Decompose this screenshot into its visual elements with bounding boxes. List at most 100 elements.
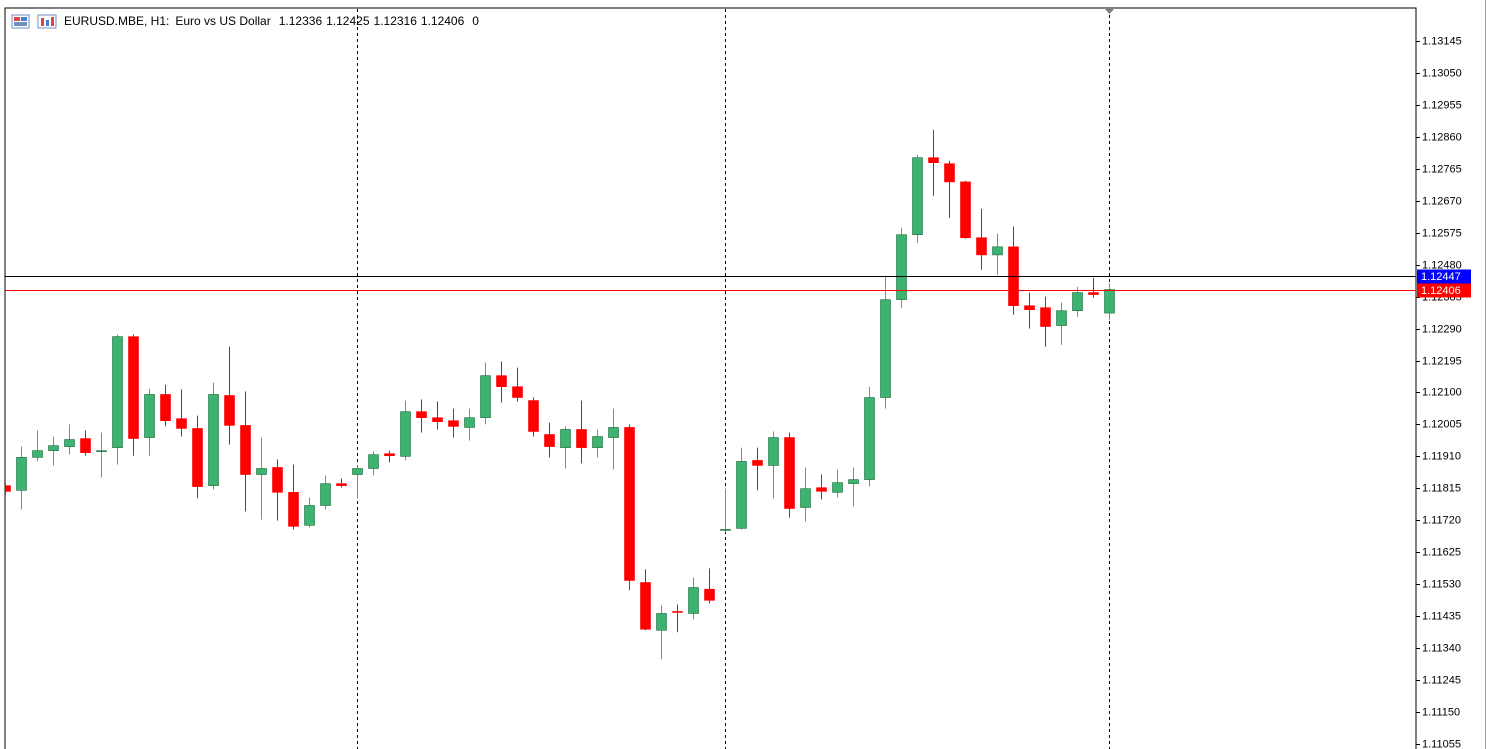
- y-tick-label: 1.11530: [1422, 578, 1461, 590]
- candle-body: [16, 457, 27, 491]
- candle-body: [304, 505, 315, 526]
- y-tick-label: 1.11245: [1422, 674, 1461, 686]
- candle-body: [96, 450, 107, 452]
- candle-body: [272, 467, 283, 493]
- candle-body: [416, 411, 427, 418]
- last-open: 1.12336: [279, 14, 323, 28]
- price-axis: 1.13145 1.13050 1.12955 1.12860 1.12765 1.126…: [1416, 35, 1471, 749]
- last-volume: 0: [472, 14, 479, 28]
- icon-part: [46, 20, 49, 26]
- last-low: 1.12316: [374, 14, 418, 28]
- candle-body: [1024, 305, 1035, 311]
- y-tick-label: 1.13050: [1422, 67, 1462, 79]
- icon-part: [41, 18, 44, 26]
- candle-body: [1088, 292, 1099, 295]
- candles: [5, 129, 1416, 660]
- y-tick-label: 1.12290: [1422, 323, 1462, 335]
- candle-body: [208, 394, 219, 486]
- y-tick-label: 1.11910: [1422, 450, 1461, 462]
- candle-body: [592, 436, 603, 448]
- candle-body: [80, 438, 91, 453]
- y-tick-label: 1.11435: [1422, 610, 1461, 622]
- candle-body: [944, 163, 955, 183]
- candle-body: [384, 453, 395, 456]
- candle-body: [240, 425, 251, 475]
- candle-body: [5, 485, 11, 492]
- y-tick-label: 1.11625: [1422, 546, 1461, 558]
- y-tick-label: 1.13145: [1422, 35, 1462, 47]
- candle-body: [160, 394, 171, 422]
- y-tick-label: 1.12575: [1422, 227, 1462, 239]
- candle-body: [864, 397, 875, 480]
- candle-body: [800, 488, 811, 508]
- icon-part: [14, 17, 20, 21]
- candle-body: [224, 395, 235, 426]
- candle-body: [736, 461, 747, 529]
- icon-part: [21, 17, 27, 21]
- candle-body: [832, 482, 843, 493]
- y-tick-label: 1.11720: [1422, 514, 1461, 526]
- candle-body: [64, 439, 75, 447]
- bid-label: 1.12406: [1421, 285, 1461, 297]
- candle-body: [880, 299, 891, 398]
- description: Euro vs US Dollar: [175, 14, 270, 28]
- plot-area: [4, 7, 1417, 749]
- candle-body: [992, 246, 1003, 256]
- y-tick-label: 1.12480: [1422, 259, 1462, 271]
- candle-body: [768, 437, 779, 466]
- candle-body: [1072, 292, 1083, 312]
- symbol: EURUSD.MBE, H1:: [64, 14, 169, 28]
- y-tick-label: 1.12100: [1422, 386, 1462, 398]
- candle-body: [112, 336, 123, 448]
- y-tick-label: 1.12670: [1422, 195, 1462, 207]
- candle-body: [608, 427, 619, 438]
- candle-body: [560, 429, 571, 448]
- y-tick-label: 1.12005: [1422, 418, 1462, 430]
- candle-body: [1104, 289, 1115, 314]
- candle-body: [512, 386, 523, 398]
- y-tick-label: 1.12955: [1422, 99, 1462, 111]
- y-tick-label: 1.11815: [1422, 482, 1461, 494]
- candle-body: [496, 375, 507, 388]
- bid-label-bg: [1417, 283, 1471, 298]
- y-tick-label: 1.11340: [1422, 642, 1461, 654]
- candle-body: [1040, 307, 1051, 327]
- candle-body: [464, 417, 475, 428]
- candle-body: [288, 492, 299, 527]
- candle-body: [912, 157, 923, 236]
- candle-body: [960, 181, 971, 239]
- y-tick-label: 1.12195: [1422, 355, 1462, 367]
- candle-body: [528, 400, 539, 432]
- candle-body: [336, 483, 347, 486]
- candle-body: [688, 587, 699, 614]
- icon-part: [14, 22, 27, 26]
- candle-body: [448, 420, 459, 427]
- chart-header: EURUSD.MBE, H1: Euro vs US Dollar 1.12336 1…: [64, 14, 479, 28]
- candle-body: [752, 460, 763, 466]
- candle-body: [128, 336, 139, 439]
- y-tick-label: 1.12765: [1422, 163, 1462, 175]
- y-tick-label: 1.11150: [1422, 706, 1460, 718]
- candle-body: [320, 483, 331, 506]
- icon-part: [51, 17, 54, 26]
- candle-body: [32, 450, 43, 458]
- candle-body: [256, 468, 267, 475]
- candle-body: [640, 582, 651, 630]
- candle-body: [1056, 310, 1067, 326]
- candle-body: [656, 613, 667, 631]
- candle-body: [176, 418, 187, 429]
- icon-window: [11, 14, 30, 29]
- candle-body: [816, 487, 827, 492]
- candle-body: [352, 468, 363, 475]
- ask-label-bg: [1417, 269, 1471, 284]
- y-tick-label: 1.11055: [1422, 738, 1461, 749]
- candle-body: [896, 234, 907, 300]
- chart-shift-marker: [1104, 8, 1115, 14]
- candle-body: [368, 454, 379, 469]
- candle-body: [544, 434, 555, 447]
- last-close: 1.12406: [421, 14, 465, 28]
- candle-body: [192, 428, 203, 487]
- candle-body: [976, 237, 987, 256]
- candle-body: [48, 445, 59, 451]
